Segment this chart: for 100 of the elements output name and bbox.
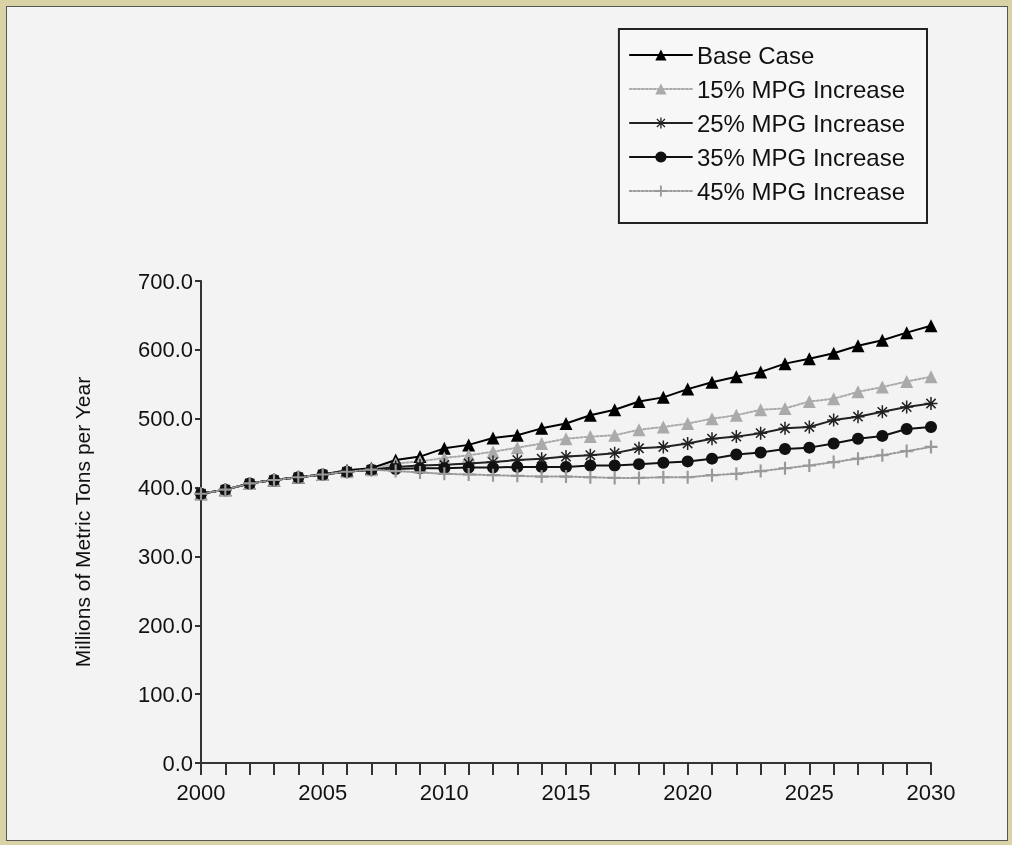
point: [583, 430, 597, 444]
point: [681, 417, 695, 431]
point: [486, 431, 500, 445]
point: [900, 375, 914, 389]
point: [656, 440, 670, 454]
point: [803, 441, 816, 454]
point: [875, 380, 889, 394]
legend-label: 25% MPG Increase: [696, 109, 905, 137]
point: [705, 375, 719, 389]
legend-label: Base Case: [696, 41, 815, 69]
point: [535, 421, 549, 435]
point: [583, 448, 597, 462]
point: [900, 444, 914, 458]
point: [729, 408, 743, 422]
point: [510, 428, 524, 442]
point: [827, 346, 841, 360]
point: [632, 395, 646, 408]
point: [924, 397, 938, 411]
x-tick-label: 2025: [784, 779, 834, 805]
point: [875, 448, 889, 462]
point: [924, 319, 938, 333]
point: [413, 465, 427, 479]
point: [852, 432, 864, 445]
legend-label: 35% MPG Increase: [696, 143, 905, 171]
y-tick-label: 600.0: [137, 337, 193, 363]
point: [851, 410, 865, 424]
point: [827, 455, 841, 469]
point: [486, 445, 500, 459]
legend-label: 15% MPG Increase: [696, 75, 905, 103]
point: [535, 470, 549, 484]
point: [875, 405, 889, 419]
point: [729, 467, 743, 481]
point: [778, 357, 792, 371]
point: [754, 464, 768, 478]
point: [608, 446, 622, 460]
point: [924, 440, 938, 454]
point: [511, 460, 524, 473]
y-tick-label: 500.0: [137, 406, 193, 432]
point: [730, 448, 743, 461]
point: [656, 470, 670, 484]
point: [729, 430, 743, 444]
point: [925, 420, 937, 433]
point: [656, 420, 670, 434]
point: [437, 441, 451, 455]
point: [681, 470, 695, 484]
point: [633, 458, 645, 471]
point: [510, 441, 524, 455]
point: [705, 468, 719, 482]
point: [827, 437, 840, 450]
point: [851, 452, 865, 466]
point: [705, 432, 719, 446]
point: [608, 459, 621, 472]
point: [827, 392, 841, 406]
x-tick-label: 2015: [541, 779, 591, 805]
point: [486, 468, 500, 482]
point: [754, 403, 768, 417]
point: [584, 459, 597, 472]
point: [778, 401, 792, 415]
point: [876, 429, 889, 442]
point: [657, 456, 670, 469]
point: [851, 385, 865, 399]
point: [632, 471, 646, 485]
point: [632, 441, 646, 455]
point: [802, 395, 816, 408]
point: [705, 412, 719, 426]
x-tick-label: 2010: [419, 779, 469, 805]
point: [875, 333, 889, 347]
point: [608, 471, 622, 485]
y-tick-label: 200.0: [137, 612, 193, 638]
point: [510, 469, 524, 483]
point: [583, 470, 597, 484]
point: [559, 470, 573, 484]
point: [656, 390, 670, 404]
y-tick-label: 100.0: [137, 681, 193, 707]
point: [802, 420, 816, 434]
point: [560, 460, 572, 473]
point: [778, 461, 792, 475]
point: [437, 467, 451, 481]
point: [632, 423, 646, 437]
y-tick-label: 300.0: [137, 543, 193, 569]
point: [535, 460, 548, 473]
point: [754, 365, 768, 379]
legend-label: 45% MPG Increase: [696, 177, 905, 205]
point: [900, 423, 913, 436]
point: [608, 428, 622, 442]
point: [900, 326, 914, 340]
point: [559, 417, 573, 431]
point: [802, 459, 816, 473]
point: [559, 432, 573, 446]
point: [729, 370, 743, 384]
point: [779, 443, 791, 456]
point: [535, 437, 549, 450]
point: [608, 403, 622, 417]
point: [900, 400, 914, 414]
x-tick-label: 2000: [176, 779, 226, 805]
point: [851, 339, 865, 353]
y-tick-label: 400.0: [137, 475, 193, 501]
y-tick-label: 0.0: [162, 750, 193, 776]
point: [754, 446, 767, 459]
x-tick-label: 2005: [298, 779, 348, 805]
